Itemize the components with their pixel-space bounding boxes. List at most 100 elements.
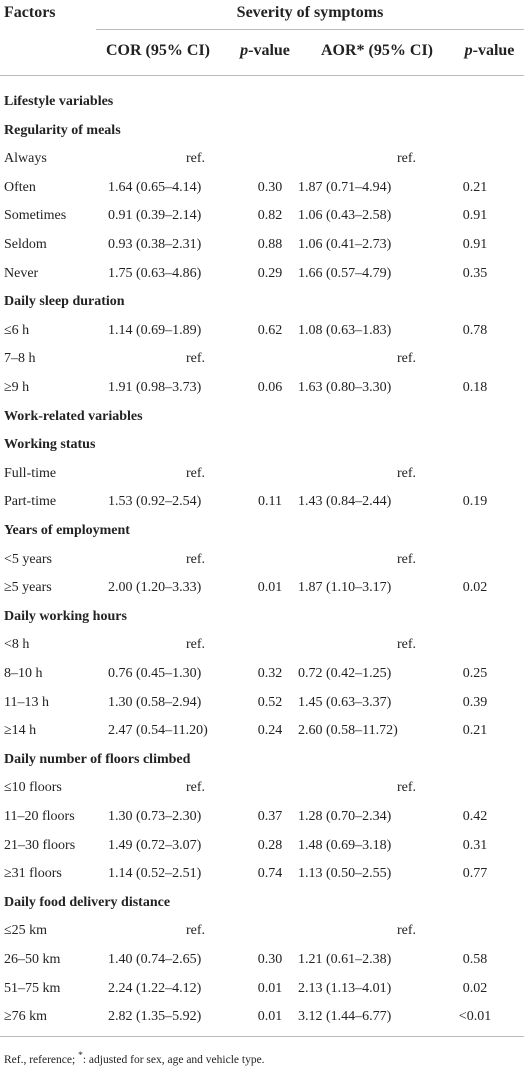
- row-label: 8–10 h: [4, 666, 43, 681]
- cell: 1.87 (1.10–3.17): [298, 580, 392, 596]
- cell: 1.75 (0.63–4.86): [108, 265, 202, 281]
- cell: 2.60 (0.58–11.72): [298, 723, 398, 739]
- cell: 0.78: [462, 322, 488, 338]
- cell: 0.91: [462, 237, 488, 252]
- footnote-part: Ref., reference;: [4, 1053, 79, 1066]
- column-header-part: AOR* (95% CI): [321, 42, 433, 59]
- cell: 0.02: [462, 580, 488, 596]
- cell: 0.42: [462, 809, 488, 824]
- column-header: p-value: [230, 41, 300, 61]
- group-title: Daily food delivery distance: [4, 894, 171, 910]
- row-label: ≥14 h: [4, 723, 37, 739]
- header-bottom-rule: [0, 75, 524, 76]
- cell: 0.32: [257, 666, 283, 681]
- cell: 0.82: [257, 208, 283, 224]
- cell: ref.: [397, 151, 417, 167]
- cell: 0.21: [462, 179, 488, 195]
- cell: 0.01: [257, 980, 283, 996]
- cell: ref.: [186, 637, 206, 653]
- column-header: p-value: [455, 41, 524, 61]
- row-label: Seldom: [4, 237, 47, 252]
- cell: 1.45 (0.63–3.37): [298, 694, 392, 710]
- row-label: Often: [4, 179, 36, 195]
- column-header-part: COR (95% CI): [106, 42, 210, 59]
- cell: 2.82 (1.35–5.92): [108, 1009, 202, 1025]
- row-label: ≤10 floors: [4, 780, 62, 796]
- cell: 1.14 (0.52–2.51): [108, 866, 202, 882]
- cell: 0.29: [257, 265, 283, 281]
- row-label: Part-time: [4, 494, 57, 510]
- cell: ref.: [186, 465, 206, 481]
- header-rule: [96, 29, 524, 30]
- column-header-part: -value: [472, 42, 515, 59]
- cell: ref.: [186, 780, 206, 796]
- cell: <0.01: [458, 1009, 492, 1025]
- cell: ref.: [397, 351, 417, 367]
- cell: 2.13 (1.13–4.01): [298, 980, 392, 996]
- cell: 0.02: [462, 980, 488, 996]
- cell: 0.91: [462, 208, 488, 224]
- row-label: 21–30 floors: [4, 837, 76, 853]
- group-title: Daily working hours: [4, 608, 127, 624]
- cell: ref.: [397, 637, 417, 653]
- row-label: Full-time: [4, 465, 57, 481]
- column-header-part: p: [240, 42, 249, 59]
- footnote-part: : adjusted for sex, age and vehicle type…: [82, 1053, 265, 1066]
- column-header-part: -value: [248, 42, 290, 59]
- row-label: 51–75 km: [4, 980, 61, 996]
- footnote: Ref., reference; *: adjusted for sex, ag…: [4, 1047, 265, 1069]
- cell: 0.35: [462, 265, 488, 281]
- cell: 1.06 (0.43–2.58): [298, 208, 392, 224]
- cell: 0.93 (0.38–2.31): [108, 237, 202, 252]
- cell: 0.25: [462, 666, 488, 681]
- row-label: ≥31 floors: [4, 866, 62, 882]
- section-title: Lifestyle variables: [4, 94, 114, 109]
- cell: 0.74: [257, 866, 283, 882]
- cell: 1.49 (0.72–3.07): [108, 837, 202, 853]
- cell: ref.: [186, 151, 206, 167]
- cell: 0.58: [462, 952, 488, 967]
- cell: 0.11: [258, 494, 282, 510]
- cell: 1.21 (0.61–2.38): [298, 952, 392, 967]
- cell: 1.13 (0.50–2.55): [298, 866, 392, 882]
- cell: 1.91 (0.98–3.73): [108, 380, 202, 395]
- cell: 0.28: [257, 837, 283, 853]
- cell: 0.30: [257, 952, 283, 967]
- row-label: Always: [4, 151, 47, 167]
- cell: 1.66 (0.57–4.79): [298, 265, 392, 281]
- row-label: ≤25 km: [4, 923, 48, 939]
- header-severity: Severity of symptoms: [236, 4, 384, 21]
- column-header: AOR* (95% CI): [302, 41, 452, 61]
- cell: 1.30 (0.73–2.30): [108, 809, 202, 824]
- cell: ref.: [397, 551, 417, 567]
- header-factors: Factors: [4, 4, 56, 21]
- cell: ref.: [397, 780, 417, 796]
- cell: 1.63 (0.80–3.30): [298, 380, 392, 395]
- cell: 1.28 (0.70–2.34): [298, 809, 392, 824]
- column-header: COR (95% CI): [96, 41, 220, 61]
- cell: 0.01: [257, 1009, 283, 1025]
- cell: 1.48 (0.69–3.18): [298, 837, 392, 853]
- cell: 0.01: [257, 580, 283, 596]
- cell: ref.: [186, 551, 206, 567]
- row-label: Never: [4, 265, 39, 281]
- row-label: ≥9 h: [4, 380, 30, 395]
- cell: 0.72 (0.42–1.25): [298, 666, 392, 681]
- cell: ref.: [186, 351, 206, 367]
- cell: ref.: [186, 923, 206, 939]
- cell: 1.06 (0.41–2.73): [298, 237, 392, 252]
- cell: 1.43 (0.84–2.44): [298, 494, 392, 510]
- row-label: ≤6 h: [4, 322, 30, 338]
- cell: 1.64 (0.65–4.14): [108, 179, 202, 195]
- cell: 0.37: [257, 809, 283, 824]
- cell: 0.30: [257, 179, 283, 195]
- row-label: 11–13 h: [4, 694, 49, 710]
- row-label: Sometimes: [4, 208, 67, 224]
- row-label: <5 years: [4, 551, 52, 567]
- group-title: Daily number of floors climbed: [4, 751, 191, 767]
- row-label: 7–8 h: [4, 351, 36, 367]
- cell: 0.19: [462, 494, 488, 510]
- cell: 2.47 (0.54–11.20): [108, 723, 208, 739]
- column-header-part: p: [464, 42, 473, 59]
- cell: 0.76 (0.45–1.30): [108, 666, 202, 681]
